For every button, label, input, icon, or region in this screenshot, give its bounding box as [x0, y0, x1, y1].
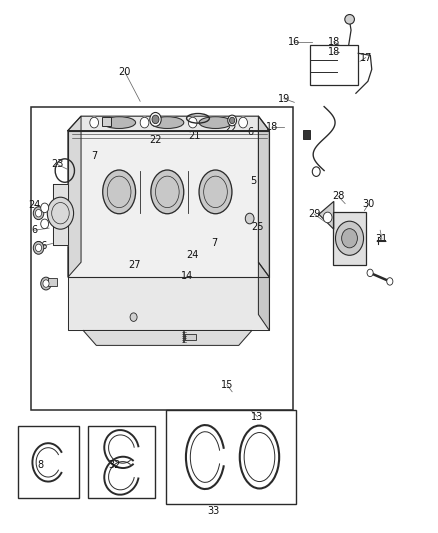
Text: 28: 28 — [332, 191, 344, 201]
Text: 31: 31 — [376, 234, 388, 244]
Ellipse shape — [199, 170, 232, 214]
Circle shape — [312, 167, 320, 176]
Circle shape — [90, 117, 99, 128]
Ellipse shape — [102, 170, 136, 214]
Polygon shape — [68, 277, 269, 330]
Bar — [303, 130, 310, 139]
Text: 15: 15 — [221, 380, 233, 390]
Ellipse shape — [151, 170, 184, 214]
Circle shape — [239, 117, 247, 128]
Polygon shape — [83, 330, 252, 345]
Circle shape — [342, 229, 357, 248]
Circle shape — [43, 280, 49, 287]
Text: 30: 30 — [363, 199, 375, 208]
Circle shape — [130, 313, 137, 321]
Text: 18: 18 — [328, 47, 340, 57]
Polygon shape — [53, 184, 68, 245]
Circle shape — [323, 212, 332, 223]
Circle shape — [230, 117, 235, 124]
Text: 33: 33 — [208, 506, 220, 515]
Text: 8: 8 — [37, 460, 43, 470]
Bar — [310, 45, 358, 85]
Polygon shape — [68, 131, 269, 277]
Bar — [48, 278, 57, 287]
Ellipse shape — [151, 117, 184, 128]
Circle shape — [41, 219, 49, 229]
Circle shape — [41, 203, 49, 213]
Text: 6: 6 — [31, 225, 37, 235]
Text: 14: 14 — [181, 271, 194, 281]
Text: 7: 7 — [91, 151, 97, 160]
Text: 20: 20 — [119, 67, 131, 77]
Circle shape — [245, 213, 254, 224]
Circle shape — [35, 244, 42, 252]
Text: 21: 21 — [189, 131, 201, 141]
Circle shape — [336, 221, 364, 255]
Circle shape — [367, 269, 373, 277]
Text: 32: 32 — [109, 460, 121, 470]
Text: 18: 18 — [328, 37, 340, 46]
Bar — [333, 212, 366, 265]
Circle shape — [35, 209, 42, 217]
Text: 5: 5 — [250, 176, 256, 186]
Text: 24: 24 — [28, 200, 40, 210]
Text: 26: 26 — [35, 241, 48, 251]
Ellipse shape — [199, 117, 232, 128]
Text: 23: 23 — [51, 159, 63, 169]
Text: 24: 24 — [187, 250, 199, 260]
Text: 17: 17 — [360, 53, 372, 62]
Text: 7: 7 — [212, 238, 218, 247]
Circle shape — [33, 241, 44, 254]
Circle shape — [152, 115, 159, 124]
Text: 22: 22 — [149, 135, 162, 144]
Bar — [166, 410, 296, 504]
Text: 18: 18 — [266, 122, 279, 132]
Text: 25: 25 — [251, 222, 264, 231]
Polygon shape — [258, 116, 269, 277]
Ellipse shape — [345, 14, 354, 24]
Bar — [18, 426, 79, 498]
Text: 29: 29 — [308, 209, 321, 219]
Text: 6: 6 — [247, 127, 254, 137]
Circle shape — [33, 207, 44, 220]
Polygon shape — [258, 262, 269, 330]
Bar — [31, 107, 293, 410]
Circle shape — [188, 117, 197, 128]
Circle shape — [387, 278, 393, 285]
Circle shape — [228, 115, 237, 126]
Text: 16: 16 — [288, 37, 300, 46]
Circle shape — [140, 117, 149, 128]
Circle shape — [47, 197, 74, 229]
Text: 22: 22 — [225, 124, 237, 134]
Polygon shape — [68, 116, 81, 277]
Circle shape — [41, 277, 51, 290]
Bar — [88, 426, 155, 498]
Ellipse shape — [102, 117, 136, 128]
Text: 27: 27 — [129, 261, 141, 270]
Bar — [102, 117, 111, 126]
Circle shape — [150, 112, 161, 126]
Polygon shape — [68, 116, 269, 131]
Bar — [185, 334, 196, 340]
Polygon shape — [319, 201, 334, 229]
Text: 19: 19 — [278, 94, 290, 103]
Text: 13: 13 — [251, 412, 264, 422]
